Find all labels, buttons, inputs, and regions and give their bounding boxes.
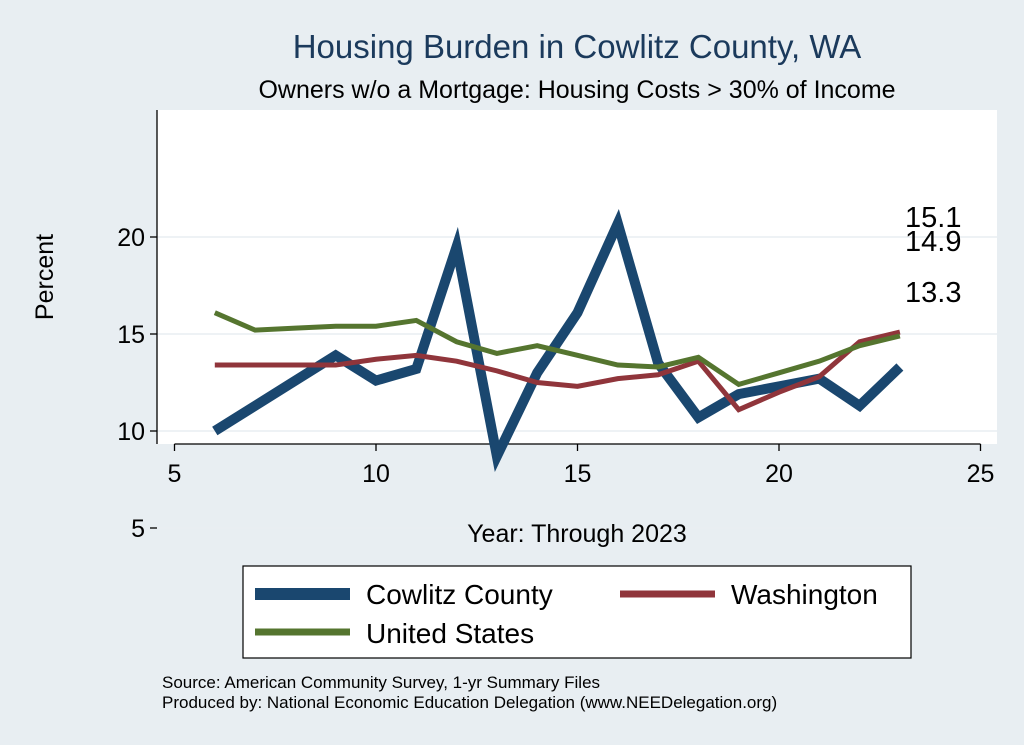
series-line-cowlitz-county — [212, 208, 904, 472]
series-line-washington — [214, 329, 901, 413]
x-tick-label-10: 10 — [362, 460, 390, 488]
chart-subtitle: Owners w/o a Mortgage: Housing Costs > 3… — [258, 76, 895, 104]
gridlines — [157, 236, 997, 529]
y-tick-label-15: 15 — [117, 321, 145, 349]
legend-label-cowlitz-county: Cowlitz County — [366, 579, 553, 610]
legend-label-united-states: United States — [366, 618, 534, 649]
series-line-united-states — [213, 310, 901, 388]
x-tick-label-20: 20 — [765, 460, 793, 488]
legend: Cowlitz County Washington United States — [242, 565, 912, 659]
end-label-washington: 15.1 — [905, 202, 961, 234]
legend-box — [242, 565, 912, 659]
end-label-united-states: 14.9 — [905, 226, 961, 258]
x-tick-label-5: 5 — [168, 460, 182, 488]
x-tick-label-25: 25 — [967, 460, 995, 488]
x-axis-title: Year: Through 2023 — [467, 520, 687, 548]
end-label-cowlitz-county: 13.3 — [905, 277, 961, 309]
y-tick-label-10: 10 — [117, 418, 145, 446]
y-tick-label-5: 5 — [131, 515, 145, 543]
legend-label-washington: Washington — [731, 579, 878, 610]
axes: 5 10 15 20 5 10 15 20 25 — [117, 110, 994, 543]
chart-title: Housing Burden in Cowlitz County, WA — [293, 28, 862, 65]
y-tick-label-20: 20 — [117, 224, 145, 252]
x-tick-label-15: 15 — [564, 460, 592, 488]
y-axis-title: Percent — [31, 234, 59, 320]
end-labels: 13.3 15.114.9 — [905, 202, 961, 309]
series-lines — [212, 208, 904, 472]
producer-note: Produced by: National Economic Education… — [162, 693, 777, 712]
source-note: Source: American Community Survey, 1-yr … — [162, 673, 600, 692]
